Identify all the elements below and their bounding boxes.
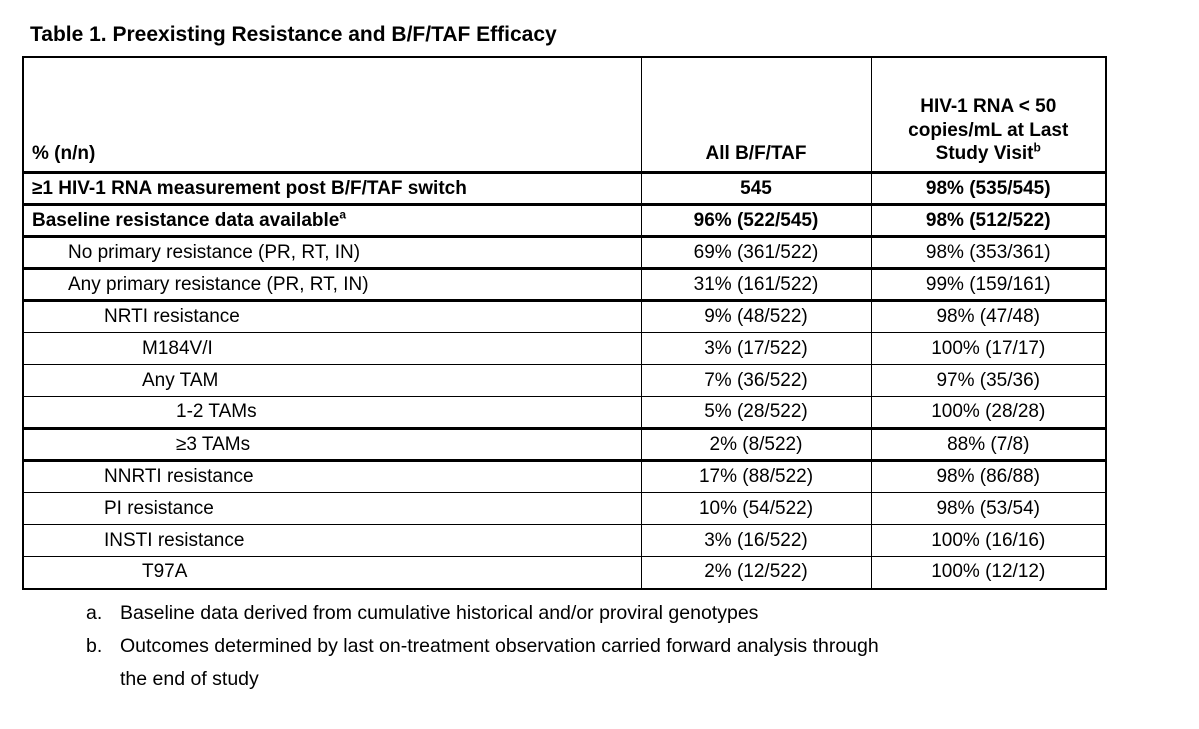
row-label-cell: 1-2 TAMs xyxy=(22,396,642,430)
footnote-b: b. Outcomes determined by last on-treatm… xyxy=(86,630,1199,696)
table-row: No primary resistance (PR, RT, IN) 69% (… xyxy=(22,236,1107,270)
row-label-cell: No primary resistance (PR, RT, IN) xyxy=(22,236,642,270)
row-label: Any primary resistance (PR, RT, IN) xyxy=(68,273,369,295)
footnote-a-marker: a. xyxy=(86,601,103,624)
footnote-b-superscript: b xyxy=(1033,140,1041,155)
all-bftaf-cell: 2% (8/522) xyxy=(640,428,872,462)
row-label: PI resistance xyxy=(104,497,214,519)
rna-lt50-cell: 99% (159/161) xyxy=(870,268,1107,302)
table-row: NRTI resistance 9% (48/522) 98% (47/48) xyxy=(22,300,1107,333)
row-label: No primary resistance (PR, RT, IN) xyxy=(68,241,361,263)
header-rna-line3: Study Visit xyxy=(935,143,1034,165)
table-header-row: % (n/n) All B/F/TAF HIV-1 RNA < 50 copie… xyxy=(22,56,1107,174)
row-label-cell: NNRTI resistance xyxy=(22,460,642,493)
table-row: Any primary resistance (PR, RT, IN) 31% … xyxy=(22,268,1107,302)
footnote-b-marker: b. xyxy=(86,634,103,657)
rna-lt50-cell: 88% (7/8) xyxy=(870,428,1107,462)
header-all-bftaf: All B/F/TAF xyxy=(640,56,872,174)
table-row: T97A 2% (12/522) 100% (12/12) xyxy=(22,556,1107,589)
row-label: Baseline resistance data available xyxy=(32,209,340,231)
table-row: M184V/I 3% (17/522) 100% (17/17) xyxy=(22,332,1107,365)
header-rna-line1: HIV-1 RNA < 50 xyxy=(920,95,1057,117)
row-label-cell: ≥3 TAMs xyxy=(22,428,642,462)
table-row: INSTI resistance 3% (16/522) 100% (16/16… xyxy=(22,524,1107,557)
all-bftaf-cell: 3% (16/522) xyxy=(640,524,872,557)
table-row: Any TAM 7% (36/522) 97% (35/36) xyxy=(22,364,1107,397)
rna-lt50-cell: 98% (53/54) xyxy=(870,492,1107,525)
row-label-cell: ≥1 HIV-1 RNA measurement post B/F/TAF sw… xyxy=(22,172,642,206)
row-label: Any TAM xyxy=(142,369,219,391)
header-percent-n-n: % (n/n) xyxy=(22,56,642,174)
all-bftaf-cell: 3% (17/522) xyxy=(640,332,872,365)
row-label-cell: Any TAM xyxy=(22,364,642,397)
footnote-a-superscript: a xyxy=(339,207,347,222)
row-label: 1-2 TAMs xyxy=(176,401,257,423)
all-bftaf-cell: 17% (88/522) xyxy=(640,460,872,493)
row-label: T97A xyxy=(142,561,188,583)
all-bftaf-cell: 10% (54/522) xyxy=(640,492,872,525)
table-row: PI resistance 10% (54/522) 98% (53/54) xyxy=(22,492,1107,525)
row-label-cell: M184V/I xyxy=(22,332,642,365)
rna-lt50-cell: 97% (35/36) xyxy=(870,364,1107,397)
all-bftaf-cell: 545 xyxy=(640,172,872,206)
all-bftaf-cell: 9% (48/522) xyxy=(640,300,872,333)
row-label: NRTI resistance xyxy=(104,306,240,328)
table-row: Baseline resistance data availablea 96% … xyxy=(22,204,1107,238)
all-bftaf-cell: 31% (161/522) xyxy=(640,268,872,302)
table-title: Table 1. Preexisting Resistance and B/F/… xyxy=(30,23,557,46)
rna-lt50-cell: 98% (353/361) xyxy=(870,236,1107,270)
resistance-efficacy-table: % (n/n) All B/F/TAF HIV-1 RNA < 50 copie… xyxy=(22,56,1107,590)
rna-lt50-cell: 100% (17/17) xyxy=(870,332,1107,365)
all-bftaf-cell: 69% (361/522) xyxy=(640,236,872,270)
table-row: 1-2 TAMs 5% (28/522) 100% (28/28) xyxy=(22,396,1107,430)
rna-lt50-cell: 98% (512/522) xyxy=(870,204,1107,238)
row-label-cell: INSTI resistance xyxy=(22,524,642,557)
row-label: M184V/I xyxy=(142,337,213,359)
row-label-cell: Any primary resistance (PR, RT, IN) xyxy=(22,268,642,302)
table-row: NNRTI resistance 17% (88/522) 98% (86/88… xyxy=(22,460,1107,493)
footnotes: a. Baseline data derived from cumulative… xyxy=(86,597,1199,696)
rna-lt50-cell: 98% (535/545) xyxy=(870,172,1107,206)
all-bftaf-cell: 5% (28/522) xyxy=(640,396,872,430)
footnote-a: a. Baseline data derived from cumulative… xyxy=(86,597,1199,630)
row-label: ≥3 TAMs xyxy=(176,433,251,455)
header-rna-line2: copies/mL at Last xyxy=(908,119,1069,141)
rna-lt50-cell: 100% (12/12) xyxy=(870,556,1107,589)
header-rna-lt50: HIV-1 RNA < 50 copies/mL at Last Study V… xyxy=(870,56,1107,174)
rna-lt50-cell: 100% (16/16) xyxy=(870,524,1107,557)
footnote-a-text: Baseline data derived from cumulative hi… xyxy=(120,601,759,624)
row-label-cell: PI resistance xyxy=(22,492,642,525)
row-label-cell: NRTI resistance xyxy=(22,300,642,333)
footnote-b-text: Outcomes determined by last on-treatment… xyxy=(120,634,879,690)
rna-lt50-cell: 100% (28/28) xyxy=(870,396,1107,430)
table-row: ≥3 TAMs 2% (8/522) 88% (7/8) xyxy=(22,428,1107,462)
row-label: ≥1 HIV-1 RNA measurement post B/F/TAF sw… xyxy=(32,177,467,199)
row-label: INSTI resistance xyxy=(104,529,245,551)
table-row: ≥1 HIV-1 RNA measurement post B/F/TAF sw… xyxy=(22,172,1107,206)
rna-lt50-cell: 98% (47/48) xyxy=(870,300,1107,333)
row-label: NNRTI resistance xyxy=(104,466,254,488)
all-bftaf-cell: 2% (12/522) xyxy=(640,556,872,589)
all-bftaf-cell: 96% (522/545) xyxy=(640,204,872,238)
row-label-cell: Baseline resistance data availablea xyxy=(22,204,642,238)
all-bftaf-cell: 7% (36/522) xyxy=(640,364,872,397)
row-label-cell: T97A xyxy=(22,556,642,589)
rna-lt50-cell: 98% (86/88) xyxy=(870,460,1107,493)
